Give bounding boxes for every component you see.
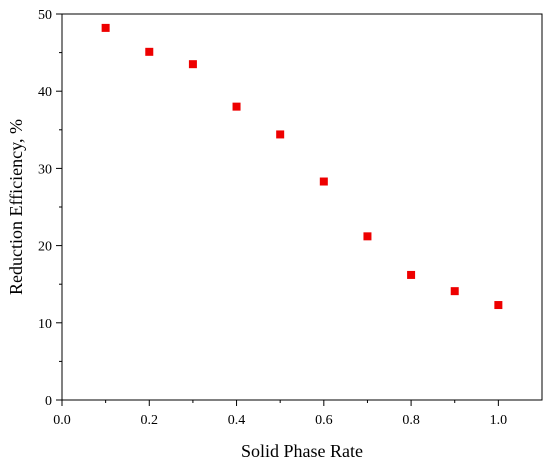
x-tick-label: 0.8: [402, 413, 420, 428]
data-point: [407, 270, 416, 279]
x-tick-label: 0.4: [228, 413, 246, 428]
plot-frame: [61, 13, 543, 401]
x-tick-label: 0.0: [53, 413, 71, 428]
data-point: [145, 47, 154, 56]
data-point: [494, 301, 503, 310]
data-point: [101, 23, 110, 32]
y-tick-label: 0: [45, 394, 52, 409]
y-tick-label: 10: [38, 317, 52, 332]
x-tick-label: 0.2: [141, 413, 159, 428]
y-axis-title: Reduction Efficiency, %: [6, 119, 26, 295]
x-tick-label: 1.0: [490, 413, 508, 428]
data-point: [319, 177, 328, 186]
x-tick-labels: 0.0 0.2 0.4 0.6 0.8 1.0: [53, 413, 507, 428]
x-tick-label: 0.6: [315, 413, 333, 428]
y-tick-label: 40: [38, 85, 52, 100]
y-tick-label: 30: [38, 162, 52, 177]
data-point: [276, 130, 285, 139]
data-point: [450, 287, 459, 296]
data-point: [232, 102, 241, 111]
minor-ticks: [59, 52, 456, 403]
data-point: [188, 60, 197, 69]
data-points: [101, 23, 503, 310]
major-ticks: [56, 13, 499, 406]
x-axis-title: Solid Phase Rate: [241, 441, 363, 461]
y-tick-labels: 0 10 20 30 40 50: [38, 8, 52, 409]
y-tick-label: 20: [38, 240, 52, 255]
y-tick-label: 50: [38, 8, 52, 23]
data-point: [363, 232, 372, 241]
